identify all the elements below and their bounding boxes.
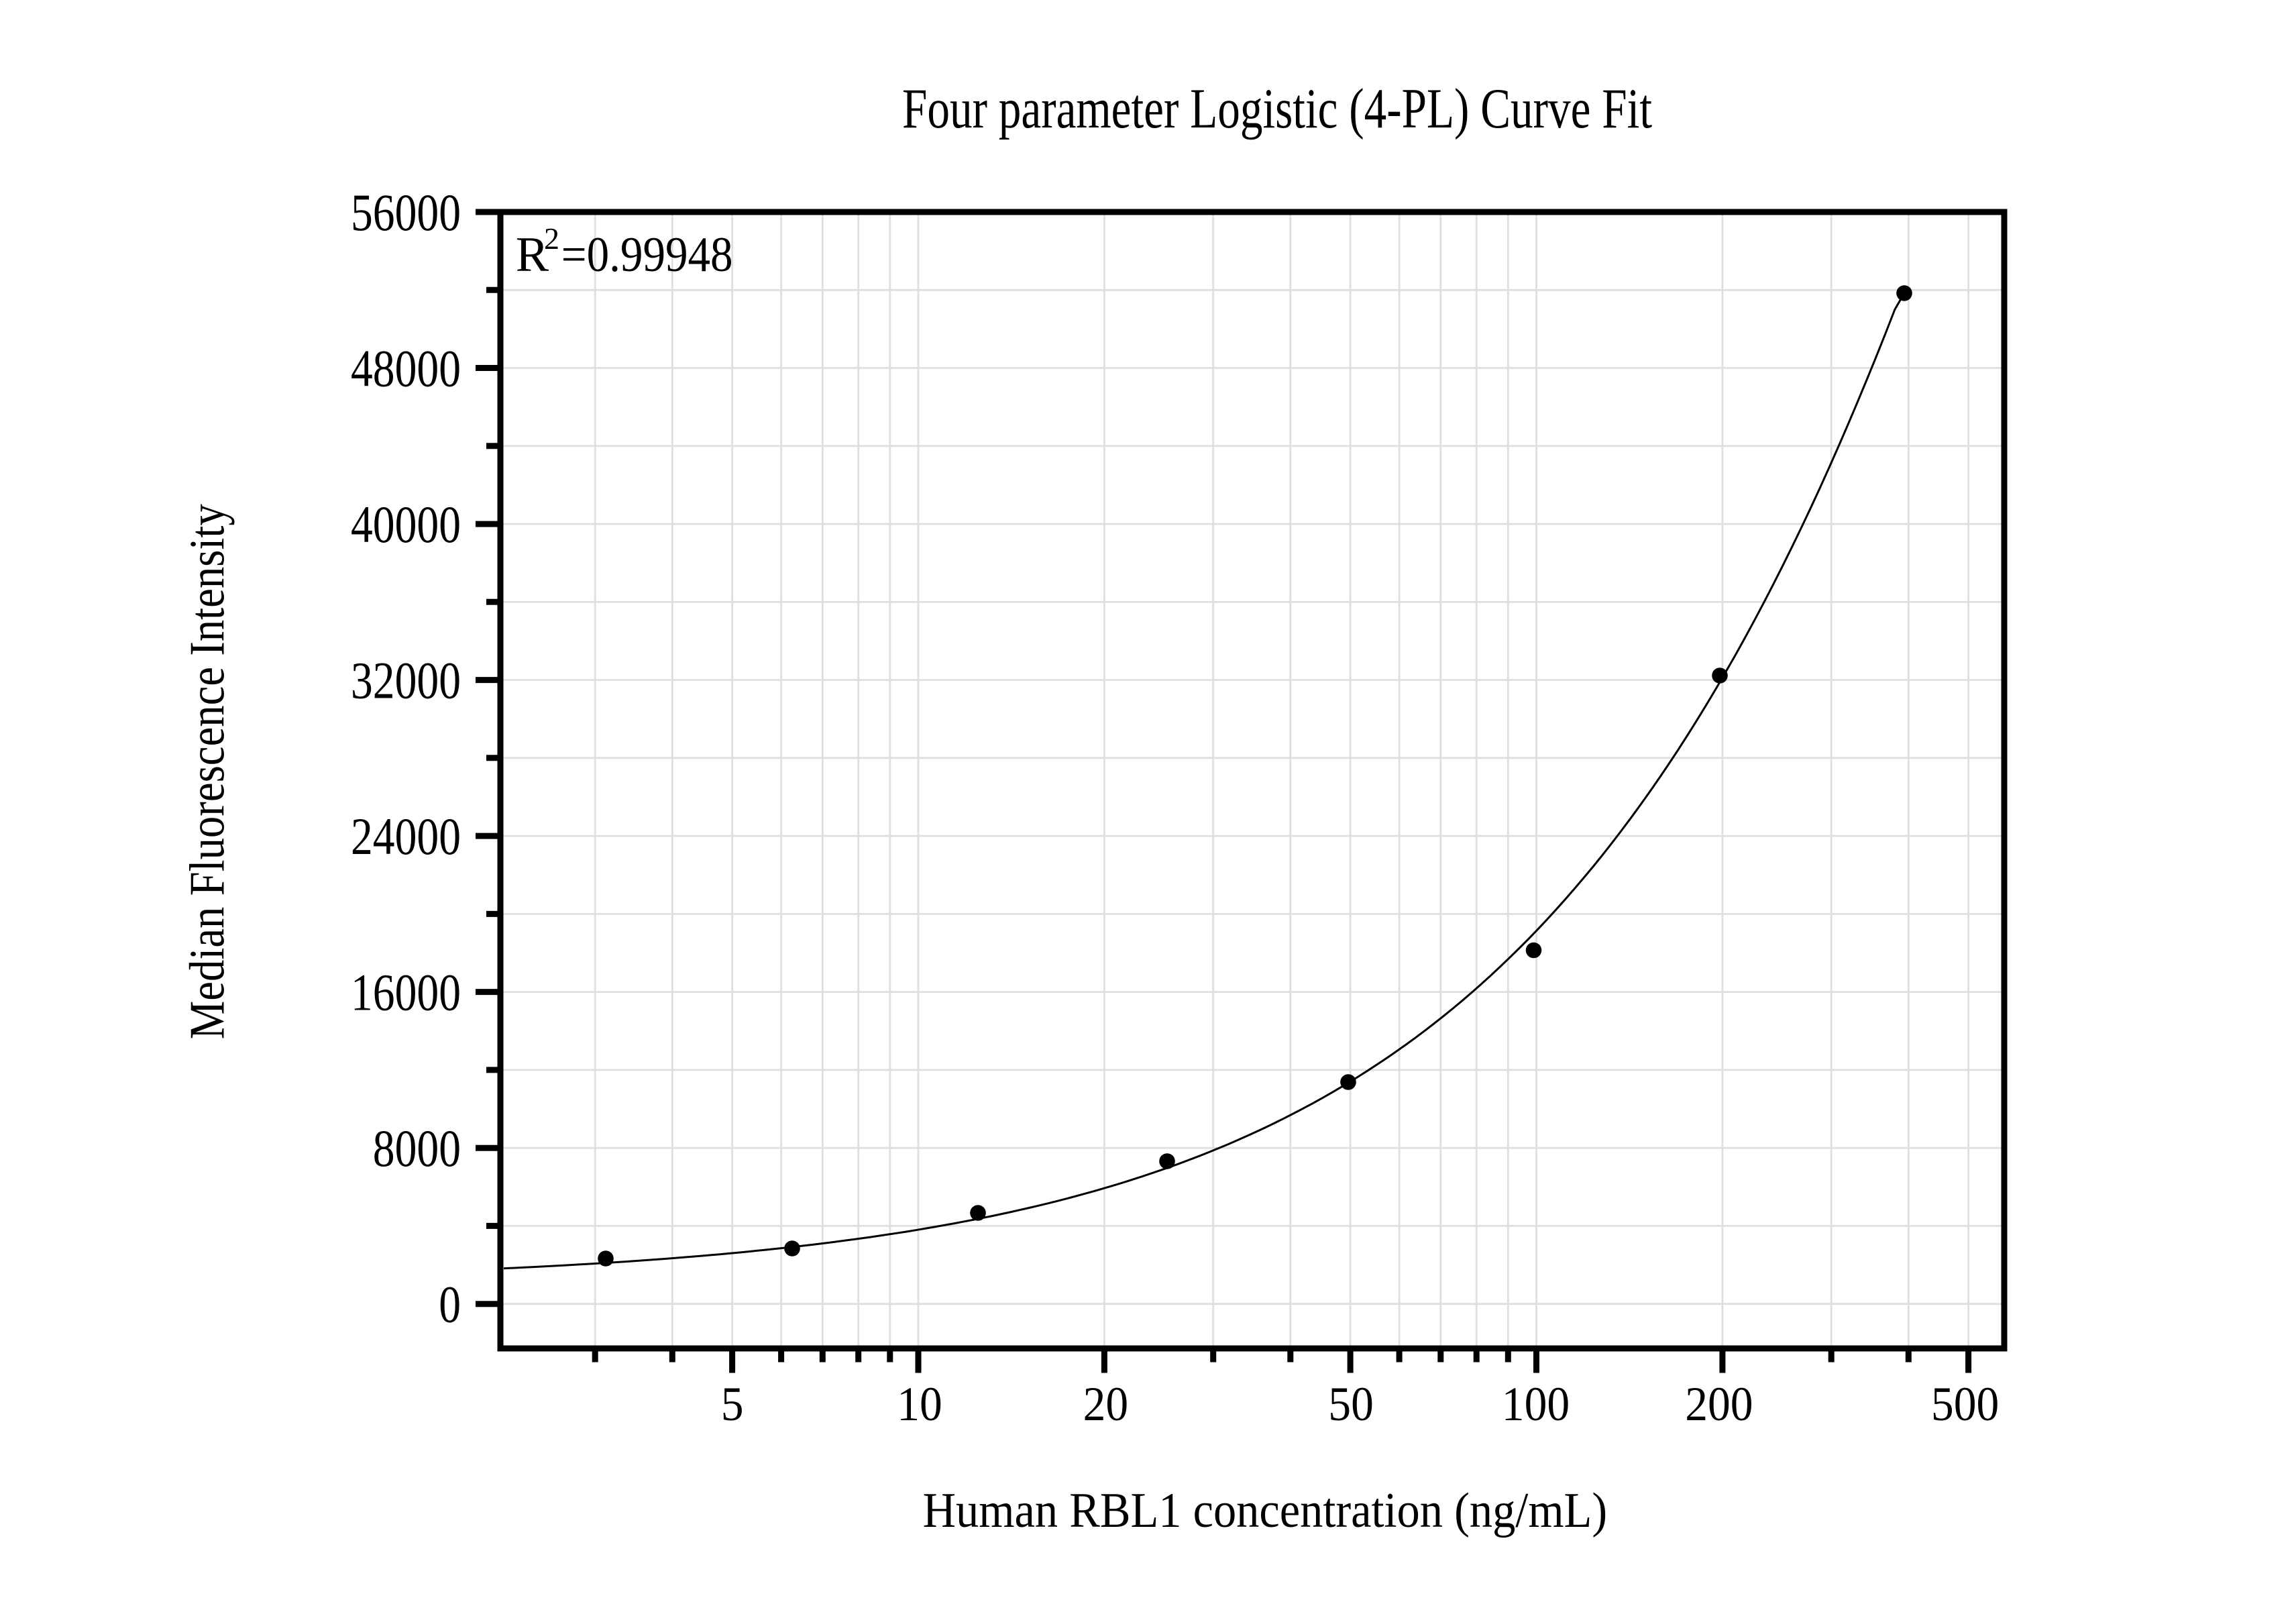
svg-text:R: R	[516, 227, 549, 282]
svg-text:0: 0	[439, 1275, 461, 1334]
svg-text:32000: 32000	[351, 651, 461, 710]
svg-text:50: 50	[1328, 1377, 1374, 1431]
svg-text:2: 2	[544, 221, 559, 256]
svg-text:Human RBL1 concentration (ng/m: Human RBL1 concentration (ng/mL)	[923, 1483, 1608, 1538]
svg-text:16000: 16000	[351, 963, 461, 1022]
svg-text:40000: 40000	[351, 495, 461, 553]
svg-text:5: 5	[721, 1377, 744, 1431]
svg-text:56000: 56000	[351, 183, 461, 242]
svg-text:10: 10	[897, 1377, 942, 1431]
svg-text:100: 100	[1502, 1377, 1570, 1431]
svg-text:500: 500	[1931, 1377, 1999, 1431]
svg-text:200: 200	[1685, 1377, 1753, 1431]
svg-text:24000: 24000	[351, 807, 461, 865]
svg-text:Median Fluorescence Intensity: Median Fluorescence Intensity	[180, 504, 235, 1039]
svg-text:Four parameter Logistic (4-PL): Four parameter Logistic (4-PL) Curve Fit	[902, 77, 1652, 140]
svg-text:48000: 48000	[351, 339, 461, 398]
svg-text:20: 20	[1083, 1377, 1129, 1431]
svg-text:=0.99948: =0.99948	[561, 227, 733, 282]
svg-text:8000: 8000	[373, 1119, 461, 1177]
